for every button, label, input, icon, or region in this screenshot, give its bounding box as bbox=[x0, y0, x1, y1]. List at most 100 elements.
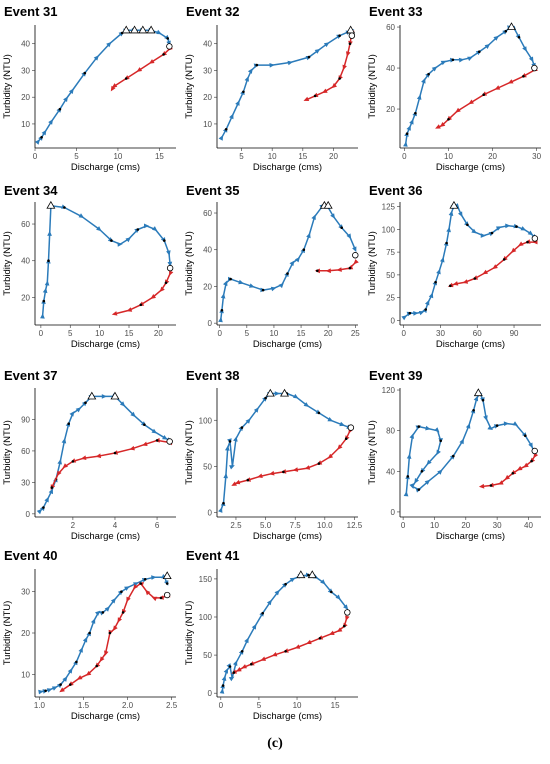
sample-point bbox=[317, 411, 321, 415]
x-tick-label: 10 bbox=[268, 152, 277, 161]
x-tick-label: 25 bbox=[351, 329, 360, 338]
data-point-6 bbox=[421, 77, 426, 84]
x-tick-label: 5 bbox=[245, 329, 250, 338]
data-point-5 bbox=[425, 425, 431, 431]
data-point-14 bbox=[484, 43, 491, 49]
y-tick-label: 0 bbox=[208, 319, 213, 328]
y-tick-label: 20 bbox=[203, 282, 212, 291]
data-point-15 bbox=[493, 35, 499, 41]
data-point-15 bbox=[156, 29, 162, 35]
y-tick-label: 20 bbox=[21, 629, 30, 638]
x-tick-label: 20 bbox=[329, 152, 338, 161]
data-point-3 bbox=[150, 294, 156, 299]
data-point-2 bbox=[336, 267, 342, 272]
sample-point bbox=[330, 590, 333, 594]
x-tick-label: 20 bbox=[461, 521, 470, 530]
sample-point bbox=[466, 223, 469, 227]
y-tick-label: 0 bbox=[26, 510, 31, 519]
sample-point bbox=[163, 239, 166, 242]
data-point-21 bbox=[505, 223, 511, 229]
sample-point bbox=[120, 590, 123, 593]
data-point-17 bbox=[151, 428, 158, 434]
data-point-3 bbox=[51, 686, 58, 691]
x-tick-label: 2.5 bbox=[230, 521, 242, 530]
x-tick-label: 2 bbox=[71, 521, 76, 530]
data-point-11 bbox=[117, 242, 123, 247]
data-point-26 bbox=[503, 421, 510, 426]
sample-point bbox=[50, 486, 54, 489]
sample-point bbox=[284, 650, 287, 653]
x-tick-label: 90 bbox=[510, 329, 519, 338]
x-tick-label: 15 bbox=[331, 701, 340, 710]
sample-point bbox=[340, 226, 344, 229]
data-point-12 bbox=[467, 56, 473, 61]
data-point-8 bbox=[303, 96, 310, 101]
peak-turbidity-marker bbox=[473, 388, 483, 397]
y-tick-label: 20 bbox=[386, 105, 395, 114]
x-tick-label: 10 bbox=[95, 329, 104, 338]
data-point-11 bbox=[458, 57, 465, 63]
panel-title: Event 39 bbox=[369, 368, 422, 383]
data-point-14 bbox=[104, 606, 110, 612]
data-point-12 bbox=[125, 237, 131, 243]
x-tick-label: 15 bbox=[298, 152, 307, 161]
sample-point bbox=[406, 475, 410, 478]
data-point-17 bbox=[166, 250, 171, 256]
y-tick-label: 50 bbox=[203, 462, 212, 471]
data-point-5 bbox=[229, 465, 235, 470]
data-point-6 bbox=[249, 283, 255, 288]
data-point-8 bbox=[462, 279, 469, 284]
y-axis-title: Turbidity (NTU) bbox=[367, 231, 378, 296]
x-tick-label: 12.5 bbox=[347, 521, 363, 530]
x-axis-title: Discharge (cms) bbox=[253, 711, 322, 722]
peak-turbidity-marker bbox=[110, 391, 120, 400]
data-point-0 bbox=[403, 491, 409, 497]
panel-title: Event 40 bbox=[4, 548, 57, 563]
data-point-12 bbox=[99, 656, 105, 662]
data-point-9 bbox=[287, 60, 294, 66]
data-point-9 bbox=[253, 407, 259, 413]
data-point-14 bbox=[119, 401, 126, 407]
chart-panel-2: Event 32 5 10 15 20 10 20 30 40 Discharge (cms) Tu… bbox=[184, 4, 358, 173]
sample-point bbox=[405, 132, 409, 135]
data-point-6 bbox=[110, 85, 116, 92]
sample-point bbox=[348, 266, 352, 270]
data-point-8 bbox=[78, 213, 85, 219]
sample-point bbox=[502, 258, 506, 261]
data-point-17 bbox=[59, 687, 65, 693]
data-point-9 bbox=[440, 60, 447, 66]
sample-point bbox=[113, 451, 117, 455]
x-tick-label: 5 bbox=[74, 152, 79, 161]
y-tick-label: 25 bbox=[386, 294, 395, 303]
data-point-5 bbox=[133, 584, 138, 590]
data-point-8 bbox=[93, 55, 99, 61]
peak-discharge-marker bbox=[166, 264, 174, 272]
data-point-21 bbox=[528, 56, 534, 63]
data-point-2 bbox=[517, 241, 524, 247]
peak-turbidity-marker bbox=[506, 22, 516, 31]
y-tick-label: 40 bbox=[203, 246, 212, 255]
peak-turbidity-marker bbox=[449, 200, 459, 209]
data-point-3 bbox=[418, 311, 425, 316]
sample-point bbox=[495, 424, 499, 427]
chart-panel-4: Event 34 0 5 10 15 20 20 40 60 Discharge (cms) Tur… bbox=[2, 183, 176, 350]
sample-point bbox=[88, 631, 91, 635]
falling-limb-line bbox=[317, 262, 356, 272]
figure-caption: (c) bbox=[267, 736, 283, 751]
data-point-6 bbox=[67, 668, 73, 674]
data-point-5 bbox=[238, 279, 244, 285]
peak-turbidity-marker bbox=[307, 570, 317, 579]
data-point-8 bbox=[69, 411, 75, 417]
peak-discharge-marker bbox=[166, 43, 173, 50]
data-point-11 bbox=[104, 650, 109, 657]
sample-point bbox=[344, 437, 348, 441]
chart-panel-3: Event 33 0 10 20 30 20 40 60 Discharge (cms) Turb… bbox=[367, 4, 542, 173]
sample-point bbox=[447, 118, 450, 121]
data-point-0 bbox=[345, 615, 350, 621]
x-tick-label: 5.0 bbox=[260, 521, 272, 530]
data-point-6 bbox=[80, 455, 87, 460]
y-tick-label: 20 bbox=[21, 93, 30, 102]
data-point-11 bbox=[446, 226, 451, 233]
